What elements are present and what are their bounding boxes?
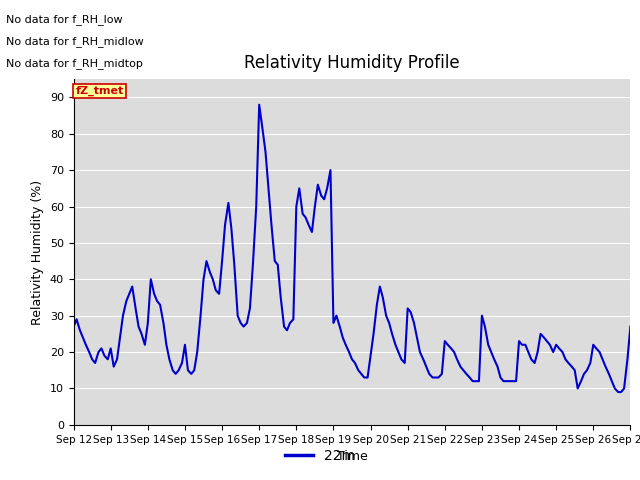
Text: No data for f_RH_low: No data for f_RH_low	[6, 14, 123, 25]
Text: No data for f_RH_midlow: No data for f_RH_midlow	[6, 36, 144, 47]
Text: No data for f_RH_midtop: No data for f_RH_midtop	[6, 58, 143, 69]
Legend: 22m: 22m	[280, 443, 360, 468]
Y-axis label: Relativity Humidity (%): Relativity Humidity (%)	[31, 180, 44, 324]
Title: Relativity Humidity Profile: Relativity Humidity Profile	[244, 54, 460, 72]
Text: fZ_tmet: fZ_tmet	[76, 86, 124, 96]
X-axis label: Time: Time	[337, 450, 367, 463]
